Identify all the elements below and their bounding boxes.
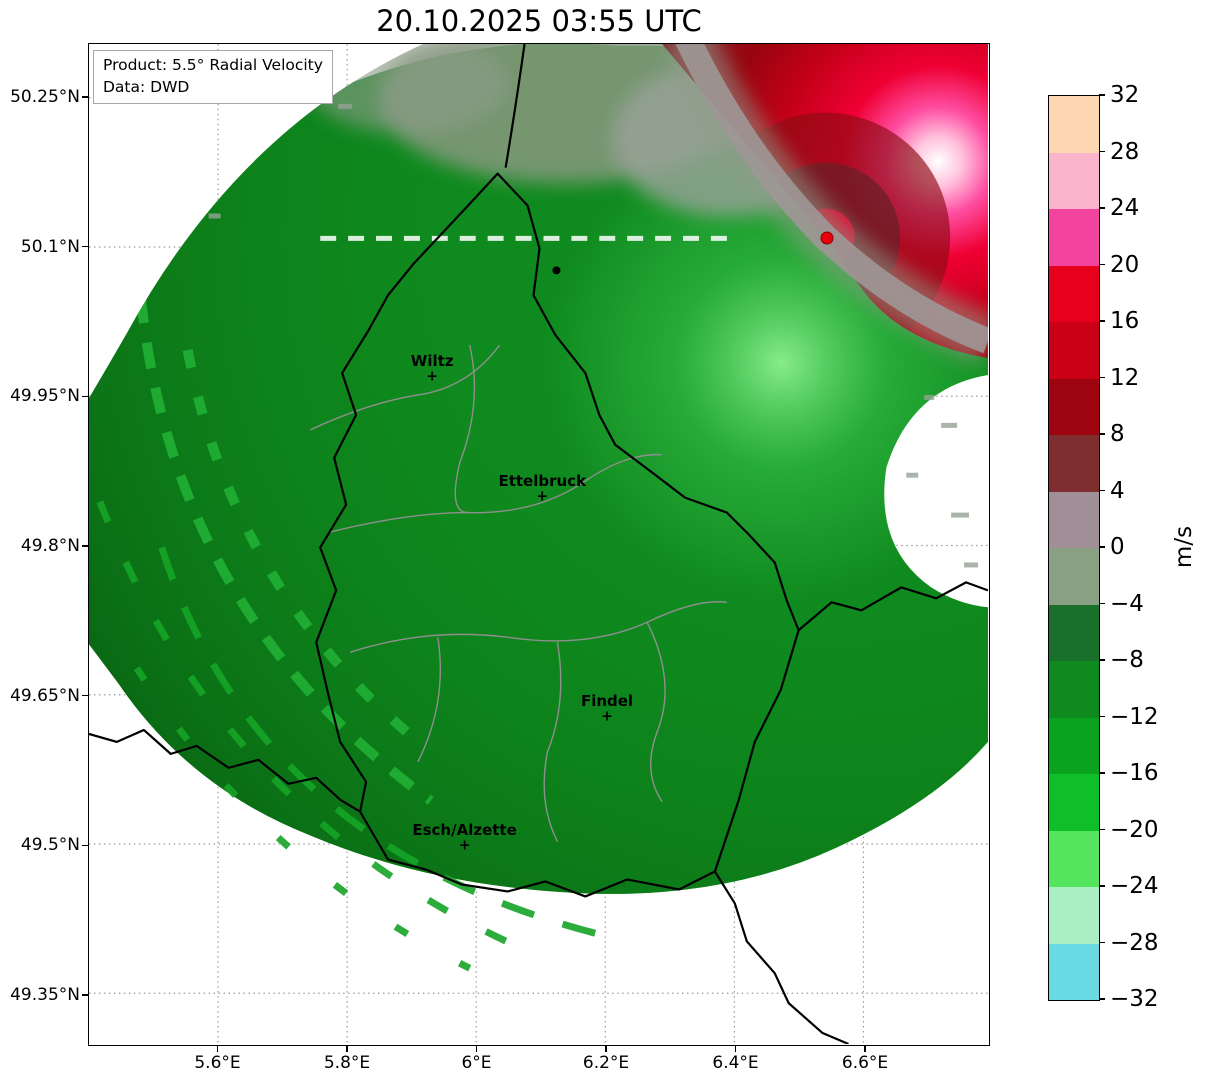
colorbar-segment [1049, 435, 1099, 492]
x-tick-label: 6.4°E [712, 1053, 759, 1073]
colorbar-tick-mark [1099, 263, 1105, 266]
colorbar-segment [1049, 548, 1099, 605]
colorbar-segment [1049, 152, 1099, 209]
colorbar-tick-mark [1099, 320, 1105, 322]
colorbar-segment [1049, 661, 1099, 718]
colorbar-tick-label: −4 [1110, 590, 1144, 617]
colorbar-tick-label: 24 [1110, 195, 1140, 221]
country-border-southwest [89, 728, 361, 813]
colorbar-tick-label: 12 [1110, 364, 1140, 391]
colorbar-tick-label: 20 [1110, 251, 1140, 278]
x-tick-mark [605, 1046, 607, 1052]
scattered-echo-arcs [96, 500, 601, 972]
colorbar-tick-mark [1099, 546, 1105, 548]
colorbar-tick-mark [1099, 885, 1105, 887]
x-tick-mark [475, 1046, 478, 1052]
colorbar-tick-mark [1099, 715, 1105, 718]
colorbar-segment [1049, 209, 1099, 266]
country-border-north [504, 44, 526, 168]
country-borders [89, 44, 988, 1044]
y-tick-mark [82, 96, 88, 98]
country-border-southeast [713, 870, 849, 1044]
colorbar-tick-mark [1099, 602, 1105, 605]
colorbar-tick-label: 32 [1110, 82, 1140, 108]
colorbar-tick-mark [1099, 433, 1105, 435]
x-tick-mark [216, 1046, 219, 1052]
y-tick-mark [82, 994, 88, 996]
product-label: Product: 5.5° Radial Velocity [103, 56, 323, 74]
x-tick-label: 5.6°E [194, 1053, 241, 1073]
y-tick-mark [82, 694, 88, 697]
colorbar-tick-mark [1099, 998, 1105, 1000]
colorbar-tick-mark [1099, 207, 1105, 209]
colorbar-segment [1049, 943, 1099, 1000]
colorbar-tick-label: −28 [1110, 929, 1159, 956]
product-info-box: Product: 5.5° Radial Velocity Data: DWD [93, 50, 333, 104]
colorbar-segment [1049, 491, 1099, 548]
colorbar-tick-mark [1099, 376, 1105, 379]
velocity-field-svg [89, 44, 988, 1044]
colorbar-segment [1049, 717, 1099, 774]
y-tick-mark [82, 545, 88, 547]
colorbar-segment [1049, 322, 1099, 379]
colorbar-segment [1049, 604, 1099, 661]
colorbar-tick-label: −16 [1110, 760, 1159, 786]
figure-title: 20.10.2025 03:55 UTC [376, 4, 702, 38]
colorbar-tick-label: 16 [1110, 308, 1140, 334]
colorbar-tick-mark [1099, 772, 1105, 774]
colorbar-tick-label: 28 [1110, 138, 1140, 165]
colorbar-tick-mark [1099, 941, 1105, 944]
y-tick-label: 49.8°N [20, 535, 80, 556]
colorbar-tick-mark [1099, 150, 1105, 153]
colorbar-tick-label: −24 [1110, 873, 1159, 899]
colorbar-tick-label: −20 [1110, 816, 1159, 843]
district-borders [309, 344, 727, 842]
colorbar-segment [1049, 96, 1099, 153]
y-tick-label: 49.65°N [10, 685, 80, 706]
colorbar-segment [1049, 774, 1099, 831]
colorbar-segment [1049, 887, 1099, 944]
colorbar-tick-label: −32 [1110, 986, 1159, 1012]
y-tick-label: 50.25°N [10, 86, 80, 107]
y-tick-label: 49.5°N [20, 835, 80, 856]
colorbar-tick-mark [1099, 828, 1105, 831]
y-tick-label: 50.1°N [20, 236, 80, 257]
map-plot-area: Product: 5.5° Radial Velocity Data: DWD … [88, 43, 990, 1046]
x-tick-label: 6.2°E [582, 1053, 630, 1073]
colorbar-segment [1049, 265, 1099, 322]
colorbar-tick-label: 4 [1110, 477, 1125, 504]
x-tick-mark [734, 1046, 737, 1052]
y-tick-mark [82, 844, 88, 847]
colorbar-tick-mark [1099, 489, 1105, 492]
no-data-region-top-left [89, 44, 423, 398]
x-tick-label: 6°E [461, 1053, 492, 1073]
border-town-dot [552, 266, 561, 275]
data-source-label: Data: DWD [103, 78, 190, 96]
colorbar [1048, 95, 1100, 1001]
colorbar-tick-label: −8 [1110, 647, 1144, 673]
y-tick-label: 49.35°N [10, 985, 80, 1006]
colorbar-segment [1049, 830, 1099, 887]
y-tick-mark [82, 245, 88, 248]
country-border-east [797, 581, 988, 632]
y-tick-mark [82, 395, 88, 398]
colorbar-segment [1049, 378, 1099, 435]
x-tick-mark [346, 1046, 348, 1052]
no-data-speckles [208, 103, 979, 568]
no-data-region-east [884, 375, 988, 608]
colorbar-tick-mark [1099, 659, 1105, 661]
x-tick-mark [864, 1046, 866, 1052]
colorbar-tick-label: 8 [1110, 421, 1125, 447]
x-tick-label: 5.8°E [323, 1053, 371, 1073]
y-tick-label: 49.95°N [10, 386, 80, 407]
x-tick-label: 6.6°E [841, 1053, 889, 1073]
country-border-luxembourg [315, 172, 800, 898]
colorbar-tick-label: −12 [1110, 703, 1159, 730]
colorbar-tick-label: 0 [1110, 534, 1125, 560]
colorbar-unit-label: m/s [1171, 525, 1197, 569]
colorbar-tick-mark [1099, 94, 1105, 96]
far-range-green-streaks [135, 296, 434, 805]
